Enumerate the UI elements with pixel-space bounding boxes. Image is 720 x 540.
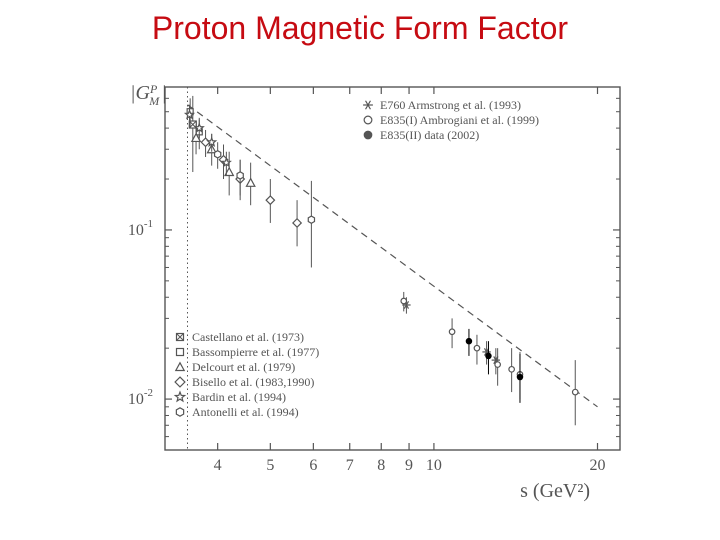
svg-text:Bisello et al. (1983,1990): Bisello et al. (1983,1990)	[192, 375, 314, 389]
svg-text:6: 6	[309, 457, 317, 474]
svg-text:7: 7	[346, 457, 354, 474]
svg-text:Bardin et al. (1994): Bardin et al. (1994)	[192, 390, 286, 404]
svg-text:E760 Armstrong et al. (1993): E760 Armstrong et al. (1993)	[380, 98, 521, 112]
svg-text:Bassompierre et al. (1977): Bassompierre et al. (1977)	[192, 345, 319, 359]
svg-text:10-1: 10-1	[128, 218, 153, 239]
svg-text:Antonelli et al. (1994): Antonelli et al. (1994)	[192, 405, 299, 419]
svg-text:Castellano et al. (1973): Castellano et al. (1973)	[192, 330, 304, 344]
svg-text:9: 9	[405, 457, 413, 474]
svg-text:8: 8	[377, 457, 385, 474]
svg-text:|GPM|: |GPM|	[130, 82, 167, 108]
svg-text:10-2: 10-2	[128, 387, 153, 408]
svg-text:20: 20	[590, 457, 606, 474]
svg-text:4: 4	[214, 457, 222, 474]
svg-text:5: 5	[266, 457, 274, 474]
svg-text:10: 10	[426, 457, 442, 474]
svg-text:s (GeV²): s (GeV²)	[520, 480, 590, 502]
svg-text:E835(I) Ambrogiani et al. (199: E835(I) Ambrogiani et al. (1999)	[380, 113, 539, 127]
svg-text:Delcourt et al. (1979): Delcourt et al. (1979)	[192, 360, 295, 374]
page-title: Proton Magnetic Form Factor	[152, 10, 568, 47]
svg-text:E835(II) data (2002): E835(II) data (2002)	[380, 128, 479, 142]
form-factor-chart: 4 5 6 7 8 9 10 20 10-2 10-1 s (GeV²) |GPM| Castellan…	[100, 75, 640, 505]
